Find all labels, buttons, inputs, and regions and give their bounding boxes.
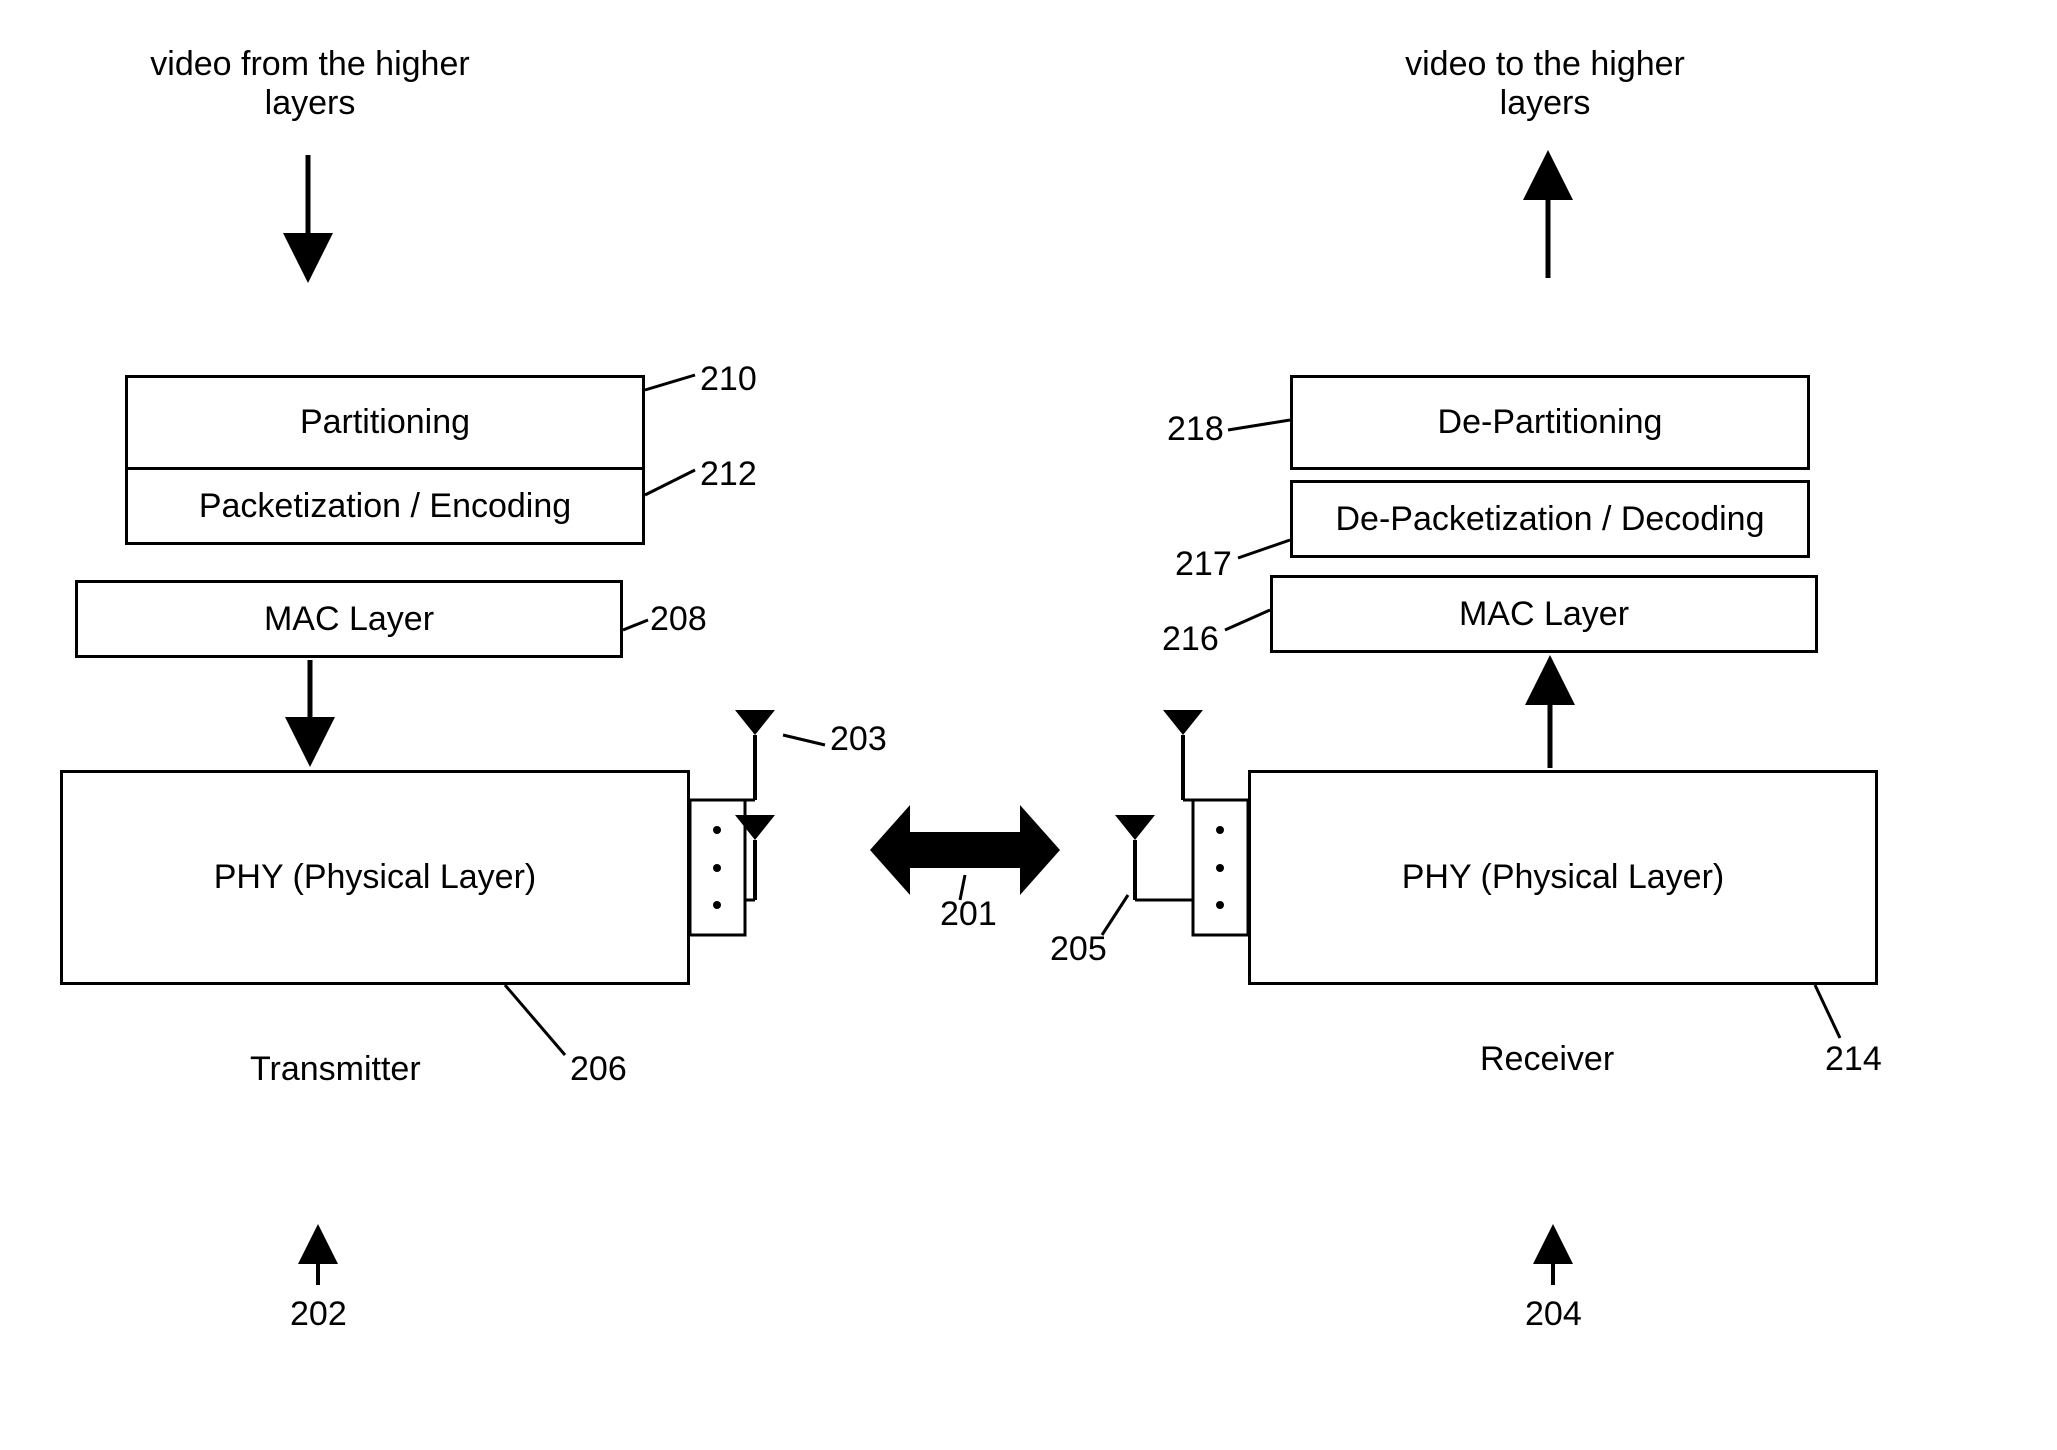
rx-dot-1 xyxy=(1216,826,1224,834)
leader-203 xyxy=(783,735,825,745)
diagram-canvas: video from the higher layers video to th… xyxy=(0,0,2057,1450)
tx-antenna-top xyxy=(735,710,775,800)
leader-218 xyxy=(1228,420,1290,430)
rx-dot-2 xyxy=(1216,864,1224,872)
rx-antenna-top xyxy=(1163,710,1203,800)
tx-dot-1 xyxy=(713,826,721,834)
tx-dot-3 xyxy=(713,901,721,909)
svg-overlay xyxy=(0,0,2057,1450)
leader-214 xyxy=(1815,985,1840,1038)
leader-205 xyxy=(1102,895,1128,935)
rx-dot-3 xyxy=(1216,901,1224,909)
leader-217 xyxy=(1238,540,1290,558)
leader-206 xyxy=(505,985,565,1055)
leader-212 xyxy=(645,470,695,495)
leader-208 xyxy=(623,620,648,630)
rx-antenna-bottom xyxy=(1115,815,1155,900)
tx-dot-2 xyxy=(713,864,721,872)
leader-216 xyxy=(1225,610,1270,630)
leader-201 xyxy=(960,875,965,900)
leader-210 xyxy=(645,375,695,390)
